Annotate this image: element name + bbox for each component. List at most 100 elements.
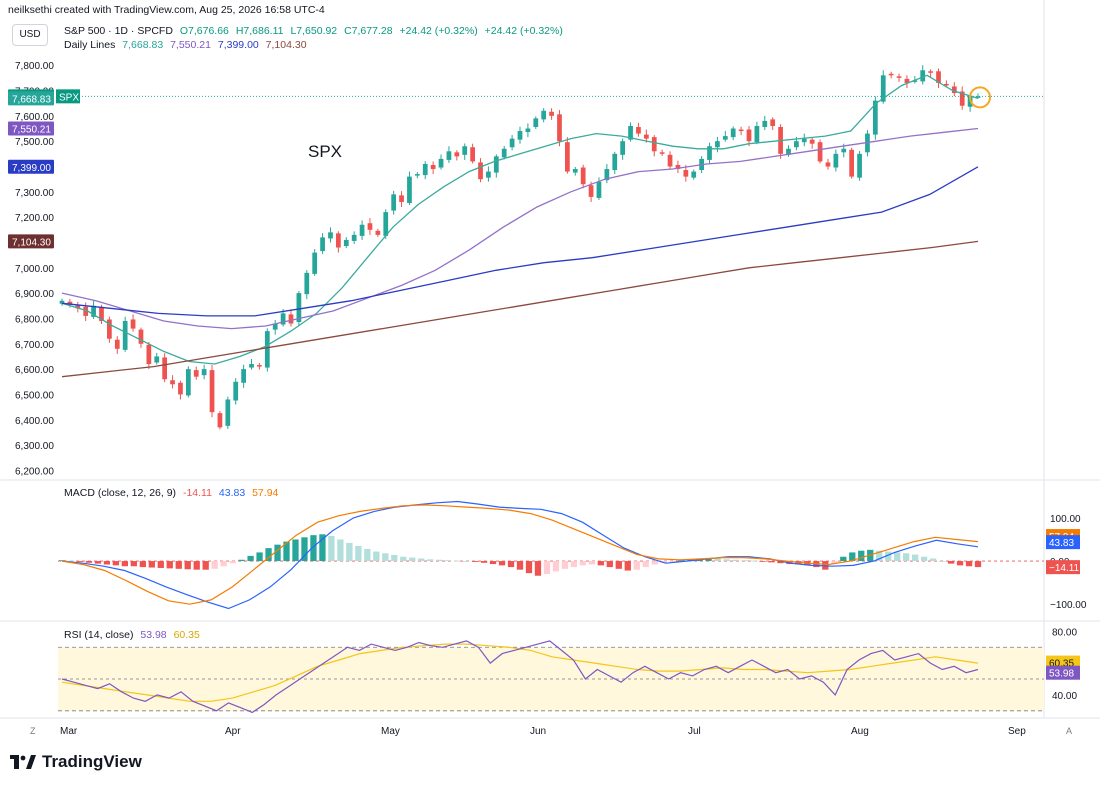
- candle: [67, 301, 73, 305]
- candle: [154, 356, 160, 363]
- candle: [138, 329, 144, 344]
- rsi-line: [61, 640, 979, 714]
- candle: [114, 339, 120, 349]
- macd-label: MACD (close, 12, 26, 9): [64, 487, 177, 499]
- macd-histogram-bar: [211, 561, 218, 569]
- price-tick-label: 7,500.00: [15, 137, 54, 148]
- macd-histogram-bar: [292, 539, 299, 562]
- candle: [367, 223, 373, 230]
- candle: [817, 142, 823, 162]
- candle: [533, 118, 539, 127]
- ohlc-change-pct: +24.42 (+0.32%): [484, 25, 563, 37]
- candle: [170, 380, 175, 385]
- macd-histogram-bar: [85, 561, 93, 563]
- macd-histogram-bar: [265, 548, 272, 562]
- candle: [738, 129, 744, 132]
- macd-histogram-bar: [328, 536, 335, 562]
- macd-histogram-bar: [759, 561, 766, 562]
- macd-histogram-bar: [418, 558, 425, 562]
- candle: [146, 344, 152, 365]
- candle: [217, 413, 223, 428]
- candle: [659, 152, 665, 154]
- rsi-legend: RSI (14, close) 53.98 60.35: [64, 629, 204, 641]
- macd-histogram-bar: [669, 561, 676, 562]
- macd-value-tag-text: 43.83: [1049, 538, 1074, 549]
- currency-button[interactable]: USD: [12, 24, 48, 46]
- macd-histogram-bar: [570, 561, 578, 568]
- macd-histogram-bar: [409, 557, 416, 562]
- moving-average-tag-text: 7,399.00: [12, 163, 51, 174]
- candle: [675, 164, 681, 170]
- macd-histogram-bar: [58, 560, 66, 562]
- price-tick-label: 6,600.00: [15, 365, 54, 376]
- corner-z-button[interactable]: Z: [30, 726, 36, 736]
- macd-histogram-bar: [471, 561, 479, 562]
- candle: [130, 319, 136, 329]
- macd-histogram-bar: [319, 534, 326, 562]
- candle: [912, 80, 918, 82]
- candle: [462, 146, 468, 155]
- rsi-value-tag-bg: [1046, 665, 1080, 680]
- candle: [730, 128, 736, 138]
- macd-histogram-bar: [130, 561, 137, 567]
- macd-histogram-bar: [651, 561, 658, 565]
- macd-histogram-bar: [157, 561, 164, 568]
- macd-histogram-bar: [139, 561, 146, 568]
- macd-histogram-bar: [462, 561, 470, 562]
- candle: [920, 70, 926, 82]
- candle: [880, 75, 886, 102]
- macd-histogram-bar: [220, 561, 227, 567]
- candle: [754, 125, 760, 143]
- macd-histogram-bar: [840, 556, 847, 562]
- candle: [651, 137, 657, 152]
- candle: [904, 78, 910, 83]
- candle: [414, 174, 420, 176]
- candle: [588, 185, 594, 197]
- macd-histogram-bar: [903, 553, 910, 562]
- rsi-value: 53.98: [140, 629, 167, 641]
- candle: [667, 154, 673, 167]
- price-tick-label: 6,800.00: [15, 314, 54, 325]
- rsi-value-tag: 53.98: [1046, 665, 1080, 680]
- highlight-circle: [969, 86, 991, 109]
- moving-average-line: [61, 166, 979, 317]
- macd-histogram-bar: [498, 561, 506, 566]
- price-tick-label: 6,900.00: [15, 289, 54, 300]
- macd-histogram-bar: [229, 561, 236, 564]
- macd-histogram-bar: [534, 561, 542, 576]
- candle: [683, 170, 689, 177]
- candle: [596, 181, 602, 198]
- macd-histogram-bar: [911, 554, 919, 562]
- macd-histogram-bar: [615, 561, 622, 569]
- macd-histogram-bar: [858, 550, 865, 562]
- ohlc-low: L7,650.92: [290, 25, 338, 37]
- macd-histogram-bar: [597, 561, 604, 566]
- macd-histogram-bar: [885, 551, 892, 562]
- moving-average-tag: 7,399.00: [8, 159, 54, 174]
- ohlc-change: +24.42 (+0.32%): [399, 25, 478, 37]
- macd-histogram-bar: [355, 545, 362, 562]
- candle: [162, 357, 168, 380]
- candle: [280, 313, 286, 325]
- candle: [343, 239, 349, 247]
- candle: [209, 370, 215, 413]
- candle: [257, 365, 262, 367]
- macd-histogram-bar: [947, 561, 955, 564]
- moving-average-tag-text: 7,104.30: [12, 237, 51, 248]
- macd-histogram-bar: [274, 544, 281, 562]
- corner-a-button[interactable]: A: [1066, 726, 1073, 736]
- symbol-legend: S&P 500 · 1D · SPCFD O7,676.66 H7,686.11…: [64, 25, 567, 37]
- candle: [580, 167, 586, 185]
- daily-value-2: 7,550.21: [170, 39, 211, 51]
- candle: [825, 162, 831, 167]
- chart-credit: neilksethi created with TradingView.com,…: [8, 4, 325, 16]
- macd-histogram-bar: [301, 537, 308, 562]
- candle: [320, 237, 325, 252]
- candle: [928, 71, 933, 73]
- macd-tick-label: 100.00: [1050, 514, 1081, 525]
- macd-histogram-bar: [337, 539, 344, 562]
- price-tick-label: 6,500.00: [15, 390, 54, 401]
- candle: [572, 169, 578, 173]
- macd-histogram-bar: [606, 561, 613, 568]
